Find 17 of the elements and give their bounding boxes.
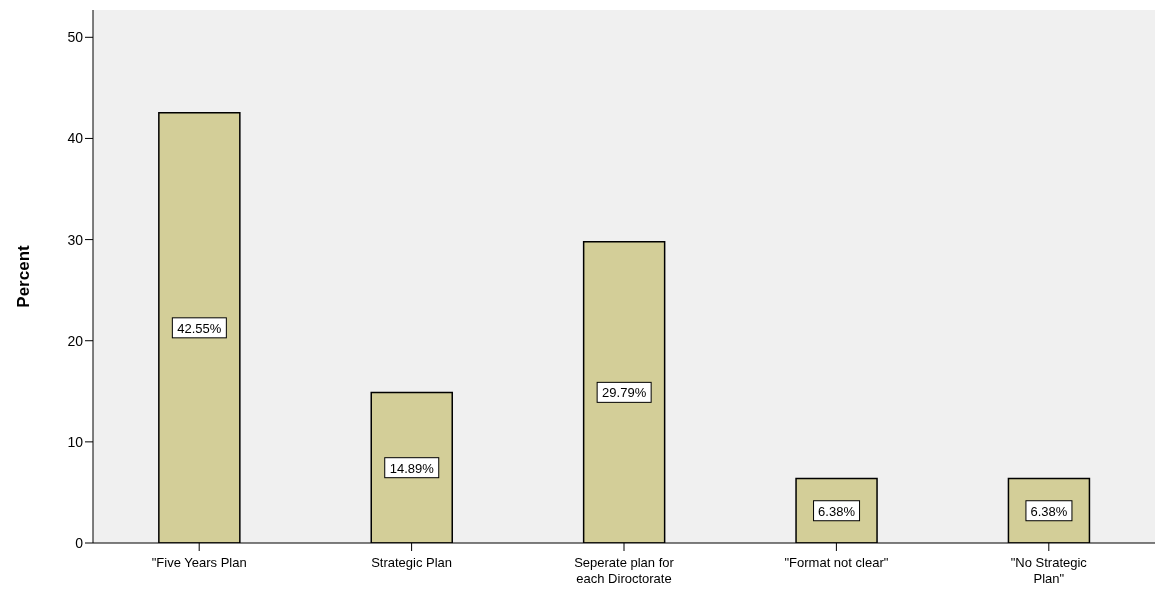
data-label: 14.89% bbox=[389, 460, 435, 476]
y-axis-title: Percent bbox=[14, 244, 34, 308]
y-tick-label: 0 bbox=[75, 534, 84, 551]
x-tick-label: "No Strategic Plan" bbox=[1010, 555, 1088, 586]
data-label: 6.38% bbox=[818, 503, 856, 519]
y-tick-label: 10 bbox=[67, 433, 84, 450]
data-label: 42.55% bbox=[177, 320, 222, 336]
x-tick-label: Seperate plan for each Diroctorate bbox=[574, 555, 675, 586]
x-tick-label: Strategic Plan bbox=[371, 555, 453, 570]
x-tick-label: "Five Years Plan bbox=[151, 555, 247, 570]
y-tick-label: 20 bbox=[67, 332, 84, 349]
y-tick-label: 50 bbox=[67, 29, 84, 46]
x-tick-label: "Format not clear" bbox=[784, 555, 889, 570]
data-label: 6.38% bbox=[1030, 503, 1068, 519]
y-tick-label: 40 bbox=[67, 130, 84, 147]
data-label: 29.79% bbox=[602, 385, 647, 401]
y-tick-label: 30 bbox=[67, 231, 84, 248]
